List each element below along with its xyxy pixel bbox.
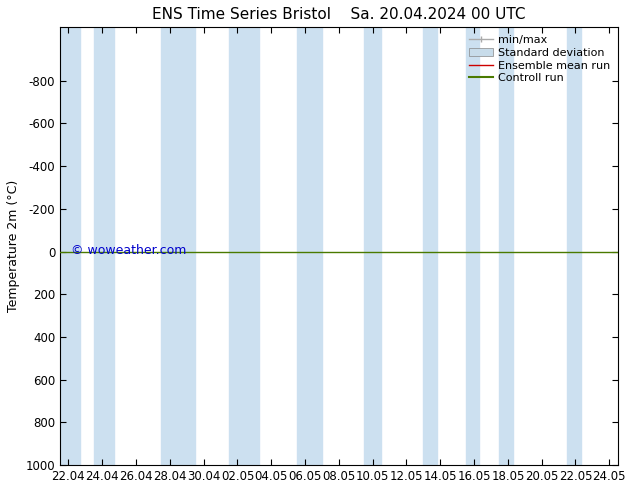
Bar — [424, 27, 437, 465]
Legend: min/max, Standard deviation, Ensemble mean run, Controll run: min/max, Standard deviation, Ensemble me… — [467, 33, 612, 86]
Bar — [60, 27, 81, 465]
Title: ENS Time Series Bristol    Sa. 20.04.2024 00 UTC: ENS Time Series Bristol Sa. 20.04.2024 0… — [152, 7, 526, 22]
Bar — [567, 27, 581, 465]
Bar — [94, 27, 114, 465]
Bar — [500, 27, 513, 465]
Bar — [297, 27, 322, 465]
Bar — [364, 27, 381, 465]
Y-axis label: Temperature 2m (°C): Temperature 2m (°C) — [7, 180, 20, 312]
Bar — [229, 27, 259, 465]
Text: © woweather.com: © woweather.com — [71, 244, 186, 257]
Bar — [465, 27, 479, 465]
Bar — [162, 27, 195, 465]
